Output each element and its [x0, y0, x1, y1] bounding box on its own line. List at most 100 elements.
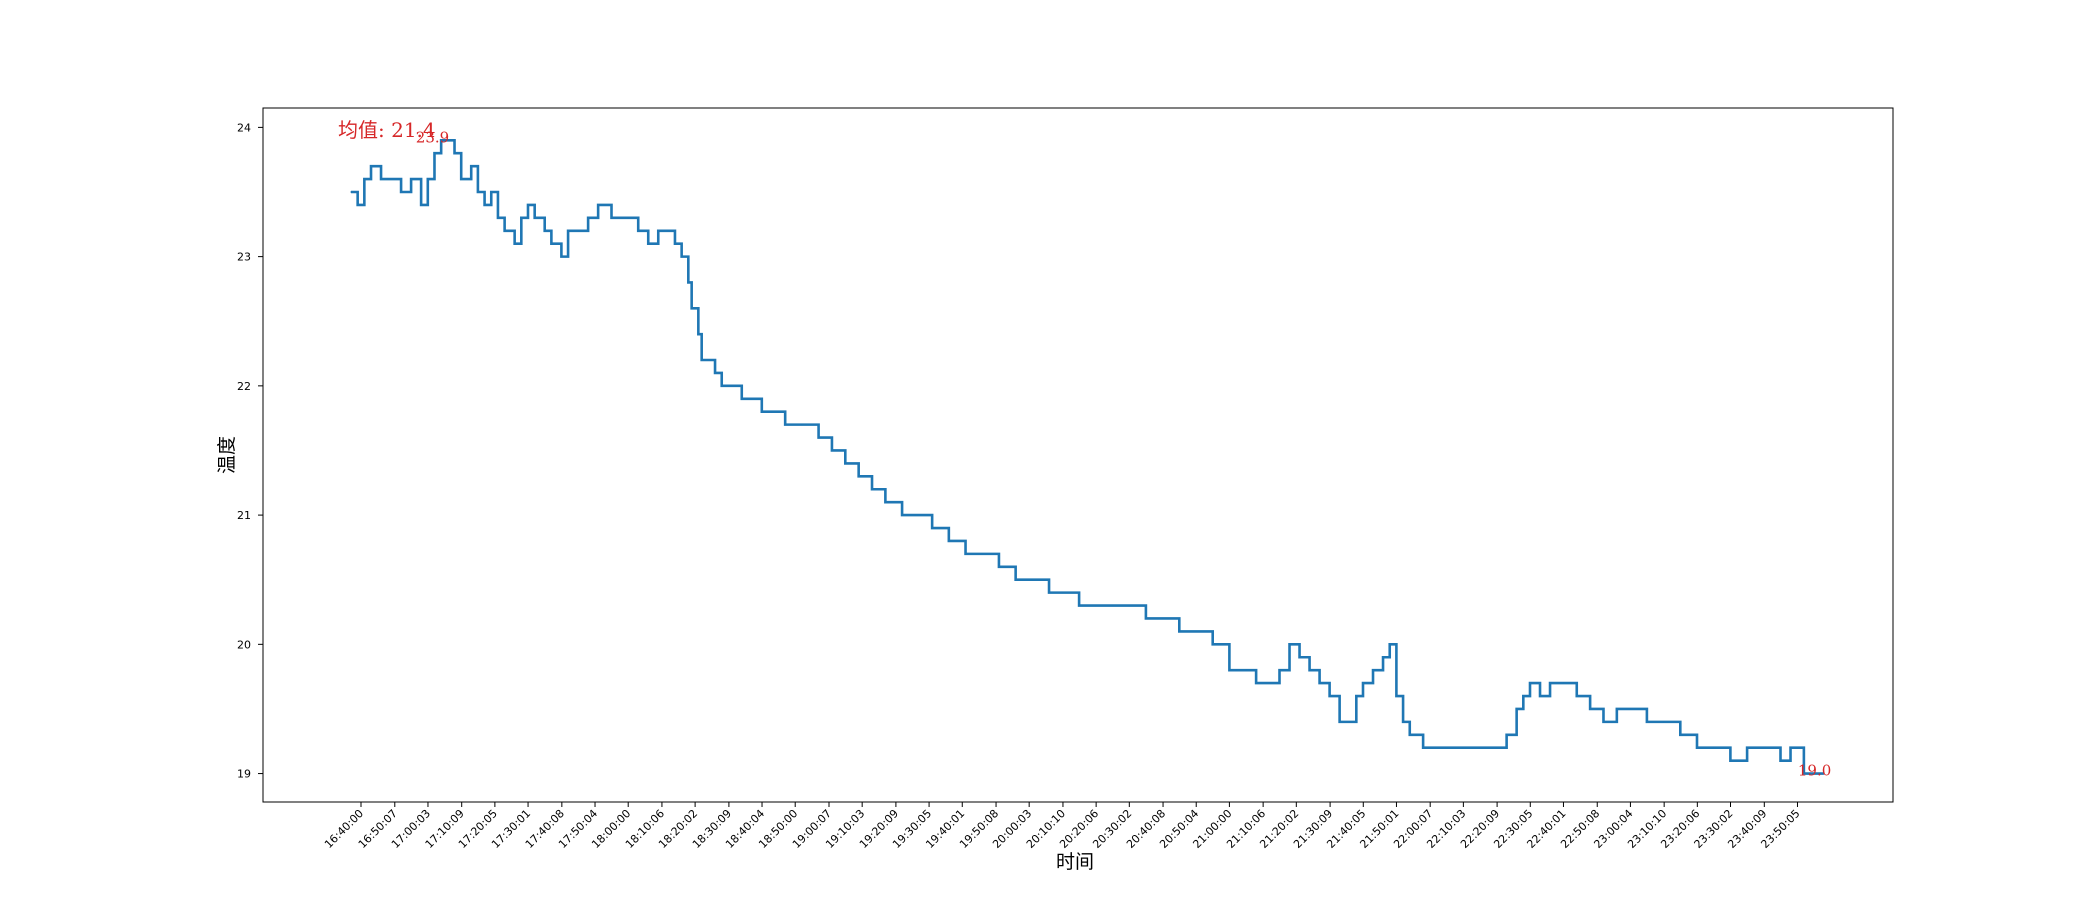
series-point — [610, 217, 613, 219]
series-point — [1549, 682, 1551, 684]
series-point — [1349, 721, 1351, 723]
series-point — [1479, 747, 1481, 749]
y-tick-label: 22 — [237, 380, 251, 393]
series-point — [1162, 617, 1164, 620]
series-point — [1803, 772, 1805, 775]
series-point — [1729, 760, 1731, 762]
series-point — [751, 398, 753, 400]
series-point — [1031, 579, 1033, 581]
series-point — [1409, 734, 1411, 736]
series-point — [357, 204, 359, 206]
series-point — [1602, 721, 1605, 723]
series-point — [560, 256, 563, 258]
series-point — [998, 566, 1000, 568]
series-point — [858, 475, 860, 477]
y-tick-label: 21 — [237, 509, 251, 522]
series-point — [721, 385, 723, 387]
series-point — [497, 217, 499, 219]
series-point — [460, 178, 462, 180]
series-point — [667, 230, 669, 232]
series-point — [544, 230, 546, 232]
series-point — [1362, 682, 1364, 684]
series-point — [427, 178, 429, 180]
series-point — [1522, 695, 1524, 697]
series-point — [707, 359, 709, 361]
series-point — [577, 230, 579, 232]
series-point — [490, 191, 492, 193]
series-point — [691, 307, 693, 309]
series-point — [1616, 708, 1618, 710]
series-point — [761, 411, 763, 413]
series-point — [741, 398, 743, 400]
series-point — [387, 178, 389, 180]
series-point — [844, 462, 846, 465]
series-point — [1516, 708, 1518, 710]
series-point — [1415, 734, 1418, 736]
series-point — [1629, 708, 1631, 710]
series-point — [1506, 734, 1508, 736]
series-point — [1713, 747, 1715, 749]
series-point — [447, 139, 449, 141]
series-point — [1095, 604, 1097, 607]
series-point — [1589, 708, 1591, 710]
series-point — [784, 424, 786, 426]
series-point — [1278, 669, 1281, 671]
series-point — [520, 217, 522, 219]
max-annotation: 23.9 — [416, 128, 449, 146]
series-point — [410, 178, 412, 180]
series-point — [674, 243, 676, 245]
series-point — [597, 204, 599, 206]
series-point — [1128, 604, 1130, 607]
series-point — [534, 217, 536, 219]
series-point — [948, 540, 950, 542]
series-point — [1308, 669, 1311, 671]
series-point — [1562, 682, 1564, 684]
series-point — [1389, 643, 1391, 645]
series-point — [964, 553, 967, 555]
series-point — [1445, 747, 1448, 749]
plot-area-frame — [262, 107, 1894, 803]
series-point — [1496, 747, 1498, 749]
series-point — [363, 178, 365, 180]
series-point — [901, 514, 903, 516]
series-point — [697, 333, 699, 335]
series-point — [1061, 592, 1063, 594]
series-point — [731, 385, 733, 387]
series-point — [1746, 747, 1748, 749]
temperature-series-line — [350, 139, 1824, 775]
y-axis-ticks: 19 20 21 22 23 24 — [237, 121, 263, 781]
series-point — [801, 424, 803, 426]
series-point — [831, 449, 833, 452]
min-annotation: 19.0 — [1798, 762, 1831, 780]
series-point — [1245, 669, 1247, 671]
x-axis-label: 时间 — [1056, 851, 1094, 873]
series-point — [1178, 630, 1180, 633]
series-point — [1212, 643, 1214, 645]
series-point — [914, 514, 917, 516]
series-point — [567, 230, 569, 232]
series-point — [1298, 656, 1301, 658]
series-point — [1195, 630, 1197, 633]
series-point — [931, 527, 933, 529]
series-point — [714, 372, 716, 374]
series-point — [380, 178, 382, 180]
series-point — [1402, 721, 1404, 723]
y-tick-label: 23 — [237, 251, 251, 264]
series-point — [587, 217, 589, 219]
series-point — [1813, 772, 1815, 775]
series-point — [453, 152, 456, 154]
series-point — [1145, 617, 1147, 620]
series-point — [871, 488, 873, 490]
y-tick-label: 24 — [237, 121, 251, 134]
x-axis-ticks: 16:40:0016:50:0717:00:0317:10:0917:20:05… — [322, 802, 1803, 851]
series-point — [1779, 760, 1782, 762]
series-point — [1823, 772, 1825, 775]
series-point — [483, 204, 486, 206]
y-tick-label: 19 — [237, 768, 251, 781]
series-point — [1255, 682, 1257, 684]
series-point — [1763, 747, 1765, 749]
series-point — [527, 204, 529, 206]
series-point — [1288, 643, 1291, 645]
series-point — [1318, 682, 1321, 684]
